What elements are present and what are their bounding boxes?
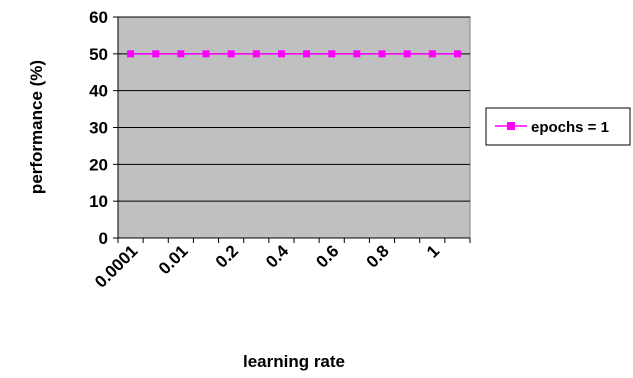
data-point bbox=[127, 50, 135, 58]
y-tick-label: 60 bbox=[89, 8, 108, 27]
data-point bbox=[177, 50, 185, 58]
legend: epochs = 1 bbox=[485, 107, 631, 146]
data-point bbox=[303, 50, 311, 58]
y-tick-label: 30 bbox=[89, 119, 108, 138]
data-point bbox=[277, 50, 285, 58]
data-point bbox=[252, 50, 260, 58]
data-point bbox=[328, 50, 336, 58]
x-tick-label: 0.01 bbox=[155, 241, 192, 278]
data-point bbox=[378, 50, 386, 58]
legend-label: epochs = 1 bbox=[531, 119, 609, 136]
legend-marker-square bbox=[507, 122, 515, 130]
y-tick-label: 0 bbox=[99, 229, 108, 248]
x-tick-label: 0.2 bbox=[212, 241, 242, 271]
x-axis-ticks: 0.0001 0.01 0.2 0.4 0.6 0.8 1 bbox=[91, 238, 471, 292]
x-axis-title: learning rate bbox=[243, 352, 345, 371]
data-point bbox=[227, 50, 235, 58]
y-axis-ticks: 0 10 20 30 40 50 60 bbox=[89, 8, 118, 248]
data-point bbox=[202, 50, 210, 58]
x-tick-label: 0.4 bbox=[262, 241, 293, 272]
y-tick-label: 20 bbox=[89, 155, 108, 174]
data-point bbox=[152, 50, 160, 58]
data-point bbox=[428, 50, 436, 58]
x-tick-label: 0.6 bbox=[312, 241, 342, 271]
data-point bbox=[403, 50, 411, 58]
y-tick-label: 10 bbox=[89, 192, 108, 211]
x-tick-label: 1 bbox=[423, 241, 443, 261]
x-tick-label: 0.0001 bbox=[91, 241, 141, 291]
series-layer bbox=[127, 50, 461, 58]
x-tick-label: 0.8 bbox=[363, 241, 393, 271]
y-tick-label: 50 bbox=[89, 45, 108, 64]
y-axis-title: performance (%) bbox=[27, 60, 46, 194]
y-tick-label: 40 bbox=[89, 82, 108, 101]
data-point bbox=[453, 50, 461, 58]
data-point bbox=[353, 50, 361, 58]
